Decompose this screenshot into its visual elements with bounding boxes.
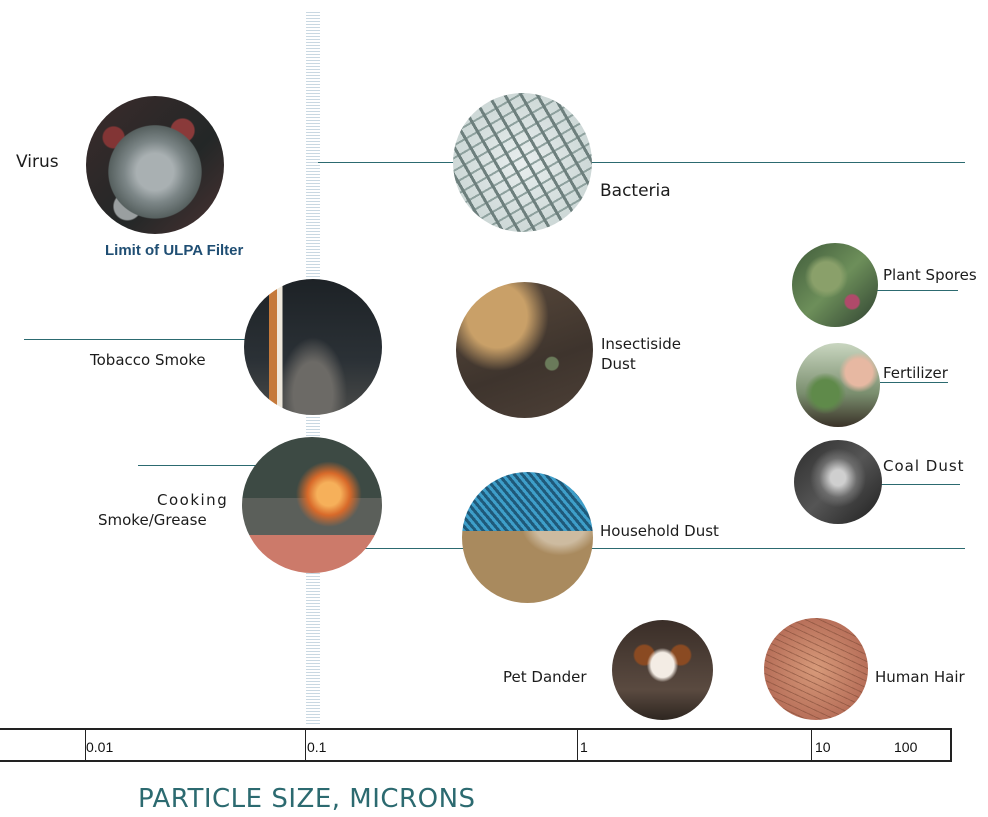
plant-spores-leader-line	[876, 290, 958, 291]
axis-tick-1	[577, 730, 578, 762]
household-leader-line	[360, 548, 965, 549]
coal-dust-label: Coal Dust	[883, 457, 965, 475]
coal-dust-image	[794, 440, 882, 524]
insecticide-label-line1: Insectiside	[601, 335, 682, 353]
insecticide-dust-image	[456, 282, 593, 418]
bacteria-label: Bacteria	[600, 181, 671, 201]
pet-dander-label: Pet Dander	[503, 668, 587, 686]
cooking-leader-line	[138, 465, 278, 466]
axis-tick-0-1	[305, 730, 306, 762]
fertilizer-image	[796, 343, 880, 427]
virus-label: Virus	[16, 152, 59, 172]
human-hair-image	[764, 618, 868, 720]
plant-spores-image	[792, 243, 878, 327]
fertilizer-leader-line	[880, 382, 948, 383]
axis-title: PARTICLE SIZE, MICRONS	[138, 784, 476, 814]
plant-spores-label: Plant Spores	[883, 266, 977, 284]
axis-tick-0-01	[85, 730, 86, 762]
household-dust-image	[462, 472, 593, 603]
cooking-smoke-image	[242, 437, 382, 573]
axis-tick-label-10: 10	[815, 739, 831, 755]
tobacco-smoke-label: Tobacco Smoke	[90, 351, 206, 369]
axis-tick-10	[811, 730, 812, 762]
bacteria-image	[453, 93, 592, 232]
fertilizer-label: Fertilizer	[883, 364, 948, 382]
axis-tick-label-0-1: 0.1	[307, 739, 327, 755]
virus-image	[86, 96, 224, 234]
axis-tick-label-1: 1	[580, 739, 588, 755]
axis-tick-label-100: 100	[894, 739, 918, 755]
human-hair-label: Human Hair	[875, 668, 965, 686]
particle-size-axis: 0.01 0.1 1 10 100	[0, 728, 952, 762]
axis-tick-label-0-01: 0.01	[86, 739, 114, 755]
tobacco-smoke-image	[244, 279, 382, 415]
coal-leader-line	[880, 484, 960, 485]
tobacco-leader-line	[24, 339, 262, 340]
cooking-label-line2: Smoke/Grease	[98, 511, 207, 529]
ulpa-limit-label: Limit of ULPA Filter	[105, 242, 244, 259]
cooking-label-line1: Cooking	[157, 491, 229, 509]
insecticide-label-line2: Dust	[601, 355, 636, 373]
bacteria-leader-line	[318, 162, 965, 163]
household-dust-label: Household Dust	[600, 522, 719, 540]
pet-dander-image	[612, 620, 713, 720]
